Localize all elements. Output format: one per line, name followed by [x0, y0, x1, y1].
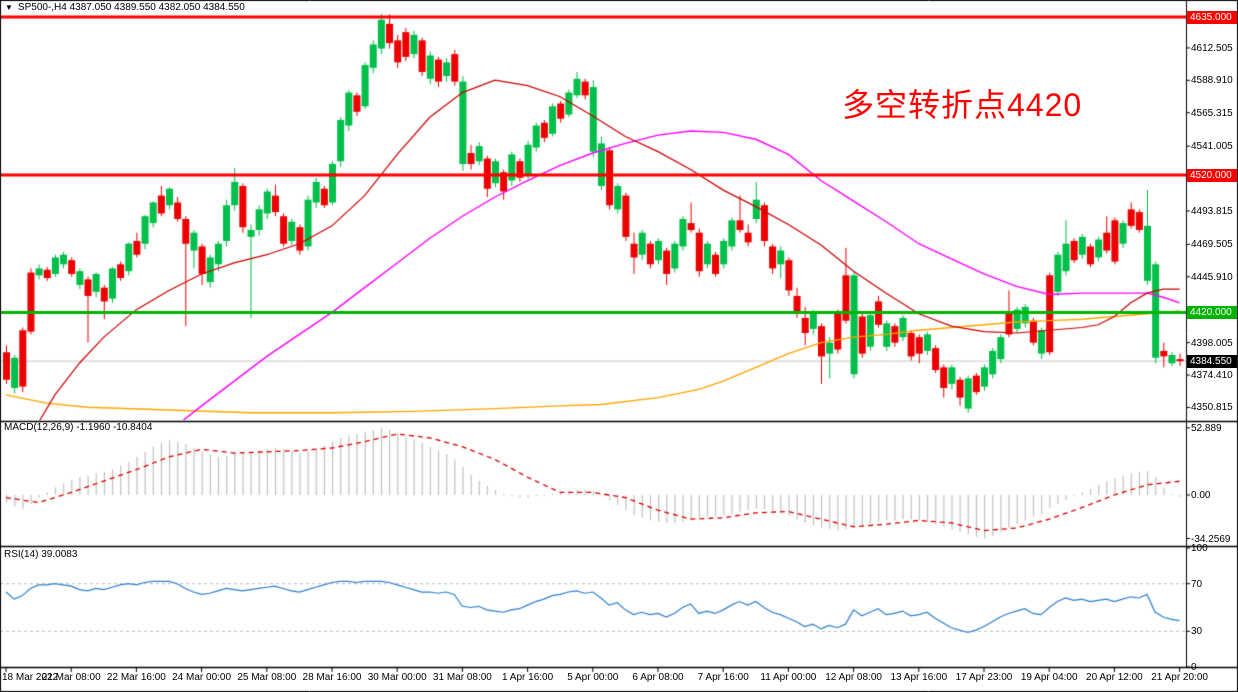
rsi-axis-label: 100	[1191, 543, 1208, 554]
symbol-dropdown-icon[interactable]: ▼	[5, 3, 13, 12]
rsi-indicator-label: RSI(14) 39.0083	[4, 549, 78, 560]
price-axis-label: 4541.005	[1191, 141, 1233, 153]
time-axis-label: 13 Apr 16:00	[890, 672, 948, 683]
time-axis-label: 1 Apr 16:00	[502, 672, 554, 683]
time-axis-label: 19 Apr 04:00	[1020, 672, 1078, 683]
price-axis-label: 4588.910	[1191, 75, 1233, 87]
time-axis-label: 17 Apr 23:00	[955, 672, 1013, 683]
macd-axis-label: 52.889	[1191, 422, 1222, 434]
price-axis-label: 4493.815	[1191, 205, 1233, 217]
price-level-badge: 4420.000	[1187, 305, 1237, 319]
price-axis-label: 4374.410	[1191, 370, 1233, 382]
ohlc-text: SP500-,H4 4387.050 4389.550 4382.050 438…	[17, 2, 245, 13]
time-axis-label: 21 Apr 20:00	[1151, 672, 1208, 683]
macd-axis-label: -34.2569	[1191, 533, 1231, 545]
time-axis-label: 18 Mar 2022	[2, 672, 59, 683]
time-axis-label: 24 Mar 00:00	[172, 672, 232, 683]
rsi-axis-label: 0	[1191, 662, 1197, 673]
price-axis-label: 4350.815	[1191, 402, 1233, 414]
price-level-badge: 4384.550	[1187, 354, 1237, 368]
price-axis-label: 4469.505	[1191, 239, 1233, 251]
time-axis-label: 28 Mar 16:00	[302, 672, 362, 683]
rsi-axis-label: 30	[1191, 626, 1203, 638]
ohlc-info-bar: ▼ SP500-,H4 4387.050 4389.550 4382.050 4…	[5, 2, 245, 13]
time-axis-label: 7 Apr 16:00	[697, 672, 749, 683]
time-axis-label: 6 Apr 08:00	[632, 672, 684, 683]
time-axis-label: 22 Mar 16:00	[106, 672, 166, 683]
time-axis-label: 25 Mar 08:00	[237, 672, 297, 683]
price-axis-label: 4445.910	[1191, 271, 1233, 283]
time-axis-label: 31 Mar 08:00	[432, 672, 492, 683]
time-axis-label: 12 Apr 08:00	[825, 672, 882, 683]
time-axis-label: 30 Mar 00:00	[367, 672, 427, 683]
rsi-axis-label: 70	[1191, 578, 1203, 590]
macd-indicator-label: MACD(12,26,9) -1.1960 -10.8404	[4, 422, 153, 433]
macd-axis-label: 0.00	[1191, 490, 1211, 501]
chart-annotation-text[interactable]: 多空转折点4420	[842, 87, 1083, 123]
price-level-badge: 4520.000	[1187, 168, 1237, 182]
time-axis-label: 11 Apr 00:00	[760, 672, 817, 683]
price-axis-label: 4565.315	[1191, 107, 1233, 119]
time-axis-label: 5 Apr 00:00	[567, 672, 619, 683]
time-axis-label: 20 Apr 12:00	[1086, 672, 1143, 683]
time-axis-label: 21 Mar 08:00	[41, 672, 101, 683]
price-axis-label: 4612.505	[1191, 42, 1233, 54]
price-axis-label: 4398.005	[1191, 337, 1233, 349]
price-level-badge: 4635.000	[1187, 10, 1237, 24]
